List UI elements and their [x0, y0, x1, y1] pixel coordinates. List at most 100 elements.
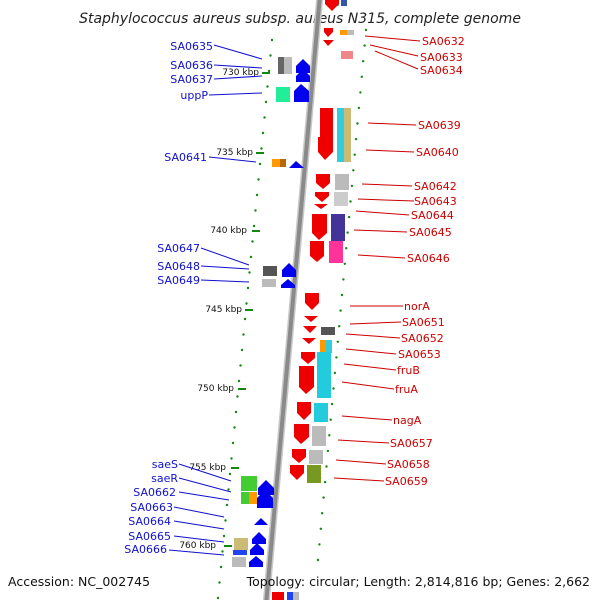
scale-dot [353, 153, 356, 156]
scale-dot [316, 558, 320, 562]
scale-dot [255, 193, 259, 197]
gene-label-SA0657: SA0657 [390, 437, 433, 450]
scale-dot [363, 44, 366, 47]
scale-dot [252, 224, 256, 228]
scale-dot [251, 240, 254, 243]
kbp-tick-760: 760 kbp [179, 541, 216, 551]
gene-label-SA0665: SA0665 [128, 530, 171, 543]
kbp-tick-755: 755 kbp [189, 463, 226, 473]
scale-dot [350, 184, 354, 188]
scale-dot [339, 309, 342, 312]
scale-dot [219, 565, 223, 569]
scale-dot [325, 465, 328, 468]
map-title: Staphylococcus aureus subsp. aureus N315… [79, 11, 521, 27]
scale-dot [330, 402, 334, 406]
reverse-genes [249, 59, 310, 567]
gene-label-uppP: uppP [180, 89, 208, 102]
kbp-tick-730: 730 kbp [222, 68, 259, 78]
gene-label-SA0637: SA0637 [170, 73, 213, 86]
gene-label-SA0645: SA0645 [409, 226, 452, 239]
accession-text: Accession: NC_002745 [8, 574, 150, 589]
left-cog-boxes [232, 57, 292, 567]
scale-dot [243, 317, 247, 321]
scale-dot [246, 286, 250, 290]
gene-label-SA0653: SA0653 [398, 348, 441, 361]
scale-dot [261, 131, 265, 135]
scale-dot [224, 519, 227, 522]
scale-dot [338, 325, 341, 328]
scale-dot [347, 215, 351, 219]
left-scale-dots [216, 38, 274, 600]
scale-dot [266, 85, 269, 88]
scale-dot [321, 512, 324, 515]
scale-dot [233, 426, 236, 429]
scale-dot [239, 364, 242, 367]
scale-dot [270, 38, 274, 42]
right-leader-lines [333, 35, 421, 482]
gene-label-SA0659: SA0659 [385, 475, 428, 488]
gene-label-saeR: saeR [151, 472, 178, 485]
scale-dot [225, 503, 229, 507]
scale-dot [349, 200, 352, 203]
scale-dot [227, 488, 230, 491]
scale-dot [258, 162, 262, 166]
scale-dot [343, 262, 346, 265]
right-scale-dots [316, 28, 368, 562]
scale-dot [257, 178, 260, 181]
gene-label-norA: norA [404, 300, 430, 313]
scale-dot [322, 496, 325, 499]
gene-label-SA0662: SA0662 [133, 486, 176, 499]
scale-dot [237, 379, 241, 383]
scale-dot [254, 209, 257, 212]
scale-dot [269, 54, 272, 57]
gene-label-SA0666: SA0666 [124, 543, 167, 556]
scale-dot [216, 596, 220, 600]
right-gene-labels: SA0632 SA0633 SA0634 SA0639 SA0640 SA064… [385, 35, 465, 488]
scale-dot [318, 543, 321, 546]
scale-dot [263, 116, 266, 119]
gene-label-SA0634: SA0634 [420, 64, 463, 77]
scale-dot [360, 75, 363, 79]
forward-genes [290, 0, 339, 480]
gene-label-SA0648: SA0648 [157, 260, 200, 273]
genome-summary-text: Topology: circular; Length: 2,814,816 bp… [246, 574, 590, 589]
left-gene-labels: SA0635 SA0636 SA0637 uppP SA0641 SA0647 … [124, 40, 213, 556]
scale-dot [336, 340, 339, 343]
scale-dot [326, 449, 330, 453]
kbp-tick-750: 750 kbp [197, 384, 234, 394]
scale-dot [329, 418, 332, 421]
kbp-tick-745: 745 kbp [205, 305, 242, 315]
right-cog-boxes [307, 108, 351, 483]
backbone-line [264, 0, 322, 600]
scale-dot [230, 457, 233, 460]
scale-dot [234, 410, 238, 414]
scale-dot [323, 480, 327, 484]
scale-dot [340, 293, 344, 297]
scale-dot [352, 169, 355, 172]
scale-dot [364, 28, 368, 32]
gene-label-SA0647: SA0647 [157, 242, 200, 255]
scale-dot [346, 231, 349, 234]
scale-dot [333, 371, 337, 375]
scale-dot [319, 527, 322, 530]
gene-label-nagA: nagA [393, 414, 422, 427]
kbp-tick-735: 735 kbp [216, 148, 253, 158]
scale-dot [267, 69, 271, 73]
scale-dot [328, 434, 331, 437]
scale-dot [335, 356, 338, 359]
gene-label-SA0663: SA0663 [130, 501, 173, 514]
gene-label-SA0646: SA0646 [407, 252, 450, 265]
gene-label-SA0652: SA0652 [401, 332, 444, 345]
scale-dot [356, 122, 359, 125]
gene-label-SA0636: SA0636 [170, 59, 213, 72]
left-leader-lines [168, 44, 263, 556]
gene-label-SA0641: SA0641 [164, 151, 207, 164]
gene-label-SA0658: SA0658 [387, 458, 430, 471]
gene-label-SA0644: SA0644 [411, 209, 454, 222]
gene-label-SA0643: SA0643 [414, 195, 457, 208]
scale-dot [222, 534, 226, 538]
scale-dot [359, 91, 362, 94]
scale-dot [249, 255, 253, 259]
scale-dot [362, 60, 365, 63]
